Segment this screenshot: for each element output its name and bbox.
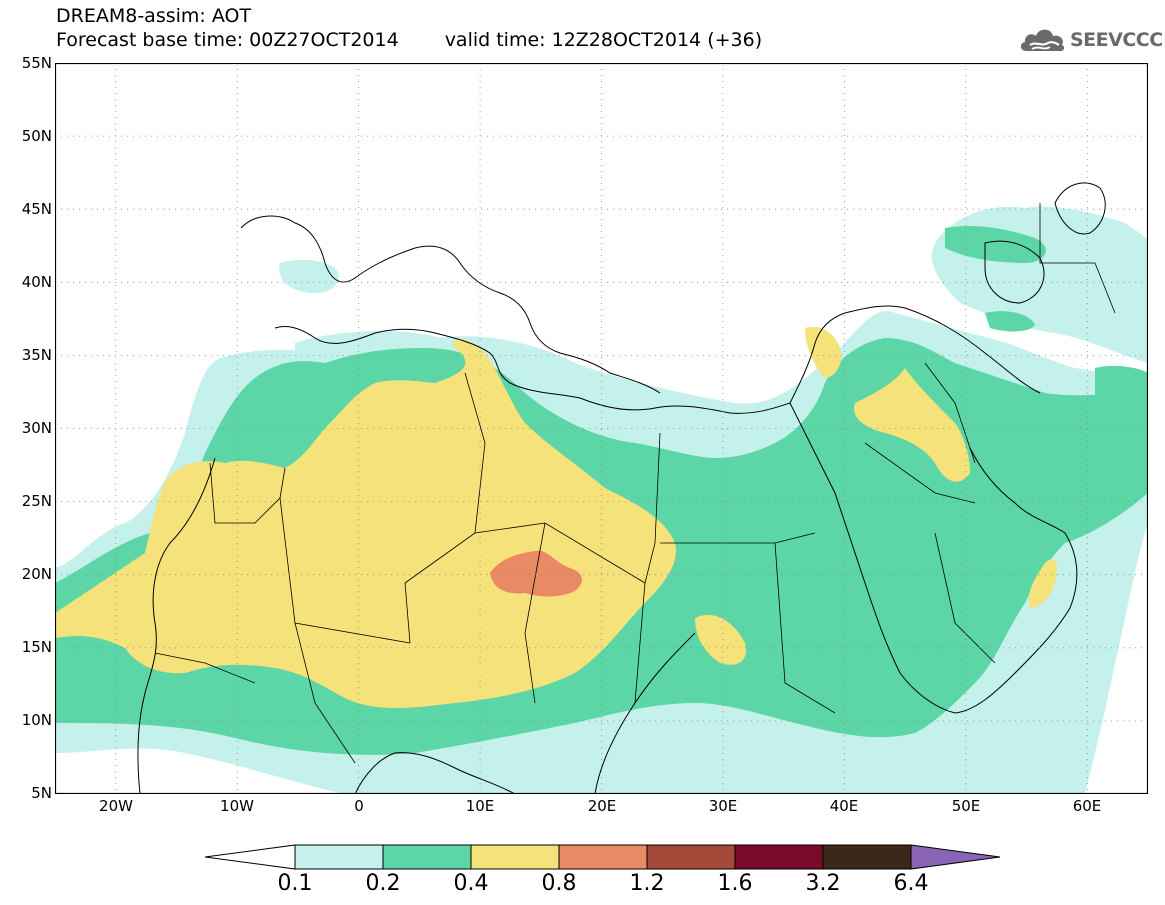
colorbar-swatch-0.8-1.2 xyxy=(558,844,648,870)
colorbar-low-arrow xyxy=(205,844,296,870)
lat-label-30n: 30N xyxy=(21,419,52,437)
colorbar-label-0.8: 0.8 xyxy=(541,871,577,896)
colorbar-label-0.1: 0.1 xyxy=(277,871,313,896)
lon-label-30e: 30E xyxy=(708,797,738,815)
aot-map xyxy=(55,63,1148,794)
lon-label-20w: 20W xyxy=(99,797,133,815)
colorbar-swatch-0.4-0.8 xyxy=(470,844,560,870)
aot-band-0.4-0.8 xyxy=(55,326,1057,708)
graticule xyxy=(55,63,1148,794)
lon-label-50e: 50E xyxy=(951,797,981,815)
cloud-logo-icon xyxy=(1020,29,1065,52)
map-title: DREAM8-assim: AOT xyxy=(56,5,252,27)
colorbar-high-arrow xyxy=(910,844,1000,870)
lat-label-20n: 20N xyxy=(21,565,52,583)
colorbar-label-0.2: 0.2 xyxy=(365,871,401,896)
seevccc-logo: SEEVCCC xyxy=(1018,23,1163,57)
colorbar-label-6.4: 6.4 xyxy=(893,871,929,896)
valid-time-label: valid time: 12Z28OCT2014 (+36) xyxy=(444,29,763,51)
lat-label-40n: 40N xyxy=(21,273,52,291)
colorbar-label-0.4: 0.4 xyxy=(453,871,489,896)
lat-label-10n: 10N xyxy=(21,711,52,729)
colorbar-swatch-0.2-0.4 xyxy=(382,844,472,870)
lat-label-45n: 45N xyxy=(21,200,52,218)
colorbar-swatch-3.2-6.4 xyxy=(822,844,912,870)
logo-text: SEEVCCC xyxy=(1070,29,1163,51)
lat-label-5n: 5N xyxy=(31,784,52,802)
lat-label-35n: 35N xyxy=(21,346,52,364)
coastlines xyxy=(137,182,1106,794)
lat-label-25n: 25N xyxy=(21,492,52,510)
lat-label-15n: 15N xyxy=(21,638,52,656)
lat-label-55n: 55N xyxy=(21,54,52,72)
map-frame xyxy=(55,63,1148,794)
lon-label-0: 0 xyxy=(354,797,364,815)
base-time-label: Forecast base time: 00Z27OCT2014 xyxy=(56,29,399,51)
lon-label-40e: 40E xyxy=(829,797,859,815)
colorbar-swatch-1.2-1.6 xyxy=(646,844,736,870)
colorbar-label-1.6: 1.6 xyxy=(717,871,753,896)
colorbar-label-1.2: 1.2 xyxy=(629,871,665,896)
colorbar xyxy=(205,844,1000,870)
lon-label-60e: 60E xyxy=(1072,797,1102,815)
colorbar-swatch-0.1-0.2 xyxy=(294,844,384,870)
lon-label-10w: 10W xyxy=(220,797,254,815)
colorbar-label-3.2: 3.2 xyxy=(805,871,841,896)
lon-label-20e: 20E xyxy=(587,797,617,815)
time-info: Forecast base time: 00Z27OCT2014 valid ti… xyxy=(56,29,762,51)
lat-label-50n: 50N xyxy=(21,127,52,145)
colorbar-swatch-1.6-3.2 xyxy=(734,844,824,870)
country-borders xyxy=(154,203,1116,764)
lon-label-10e: 10E xyxy=(465,797,495,815)
